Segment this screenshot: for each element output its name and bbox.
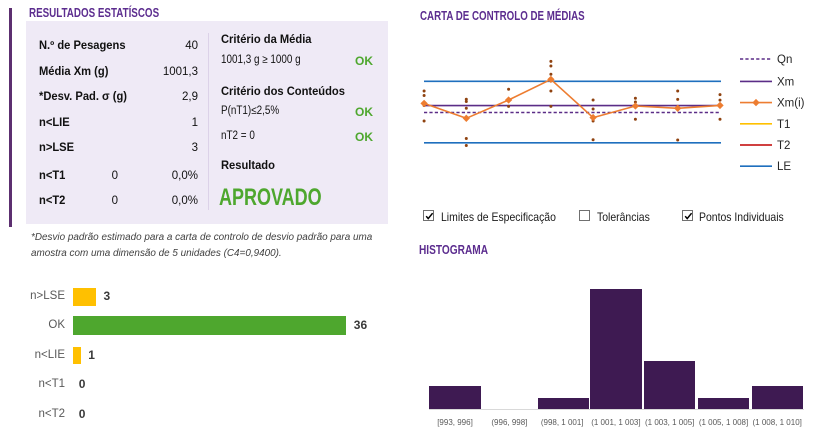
svg-text:Xm: Xm xyxy=(777,76,794,88)
svg-text:LE: LE xyxy=(777,161,791,173)
svg-text:Xm(i): Xm(i) xyxy=(777,98,805,110)
svg-text:T2: T2 xyxy=(777,140,790,152)
svg-text:T1: T1 xyxy=(777,119,790,131)
svg-text:Qn: Qn xyxy=(777,54,792,66)
